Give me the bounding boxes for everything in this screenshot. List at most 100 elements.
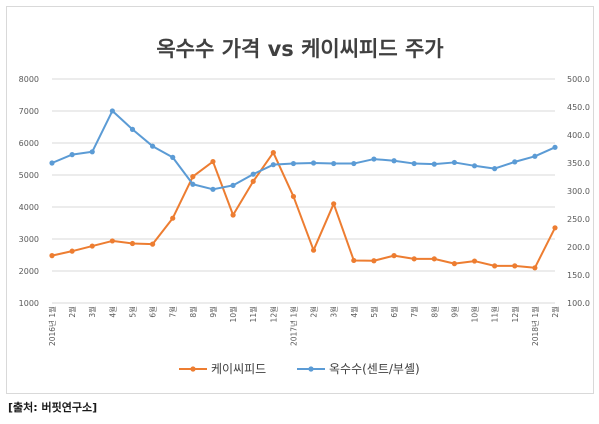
data-point — [532, 153, 538, 159]
x-tick-label: 8월 — [188, 306, 198, 318]
data-point — [492, 263, 498, 269]
data-point — [431, 161, 437, 167]
data-point — [190, 174, 196, 180]
data-point — [512, 263, 518, 269]
data-point — [351, 160, 357, 167]
right-tick-label: 200.0 — [567, 243, 590, 252]
data-point — [150, 143, 156, 149]
x-tick-label: 2017년 1월 — [288, 306, 298, 346]
data-point — [552, 225, 558, 231]
data-point — [411, 160, 417, 167]
data-point — [250, 178, 256, 184]
data-point — [532, 265, 538, 271]
data-point — [69, 248, 75, 254]
chart-svg: 옥수수 가격 vs 케이씨피드 주가 1000 2000 3000 4000 5000 6… — [19, 37, 590, 376]
data-point — [250, 171, 256, 177]
data-point — [210, 158, 216, 165]
legend: 케이씨피드 옥수수(센트/부셸) — [179, 362, 420, 376]
chart-frame: 옥수수 가격 vs 케이씨피드 주가 1000 2000 3000 4000 5000 6… — [6, 6, 594, 394]
x-tick-label: 12월 — [510, 306, 520, 323]
data-point — [109, 238, 115, 244]
x-tick-label: 9월 — [449, 306, 459, 318]
x-tick-label: 11월 — [490, 306, 500, 323]
x-tick-label: 5월 — [369, 306, 379, 318]
left-axis-ticks: 1000 2000 3000 4000 5000 6000 7000 8000 — [19, 75, 39, 308]
left-tick-label: 5000 — [19, 171, 39, 180]
data-point — [310, 247, 317, 253]
data-point — [351, 257, 357, 264]
left-tick-label: 1000 — [19, 299, 39, 308]
left-tick-label: 8000 — [19, 75, 39, 84]
data-point — [170, 215, 176, 221]
data-point — [492, 166, 498, 172]
series-line-0 — [51, 151, 556, 269]
x-tick-label: 3월 — [87, 306, 97, 318]
data-point — [451, 159, 457, 166]
x-tick-label: 2월 — [309, 306, 319, 318]
data-point — [331, 160, 337, 167]
data-point — [431, 256, 437, 262]
data-point — [290, 160, 297, 167]
x-tick-label: 2월 — [550, 306, 560, 318]
data-point — [391, 158, 397, 164]
right-tick-label: 250.0 — [567, 215, 590, 224]
data-point — [391, 253, 397, 259]
right-tick-label: 100.0 — [567, 299, 590, 308]
x-tick-label: 10월 — [228, 306, 238, 323]
source-note: [출처: 버핏연구소] — [8, 401, 98, 414]
data-point — [49, 160, 55, 166]
right-tick-label: 450.0 — [567, 103, 590, 112]
x-tick-label: 4월 — [107, 306, 117, 318]
x-tick-label: 9월 — [208, 306, 218, 318]
data-point — [371, 156, 377, 162]
series-layer — [49, 108, 558, 271]
data-point — [270, 150, 276, 156]
x-tick-label: 10월 — [470, 306, 480, 323]
data-point — [89, 149, 95, 155]
legend-label: 옥수수(센트/부셸) — [329, 362, 420, 376]
x-tick-label: 2018년 1월 — [530, 306, 540, 346]
data-point — [69, 152, 75, 158]
left-tick-label: 2000 — [19, 267, 39, 276]
legend-marker — [308, 366, 314, 372]
data-point — [129, 126, 136, 132]
data-point — [210, 186, 216, 192]
data-point — [109, 108, 115, 114]
legend-label: 케이씨피드 — [211, 362, 266, 376]
x-axis-ticks: 2016년 1월 2월 3월 4월 5월 6월 7월 8월 9월 10월 11월 12월 2017년 1… — [47, 306, 560, 346]
right-axis-ticks: 100.0 150.0 200.0 250.0 300.0 350.0 400.0 450.0… — [567, 75, 590, 308]
x-tick-label: 6월 — [148, 306, 158, 318]
data-point — [89, 243, 95, 249]
x-tick-label: 7월 — [168, 306, 178, 318]
data-point — [471, 163, 478, 169]
data-point — [270, 162, 276, 168]
data-point — [552, 144, 558, 150]
data-point — [230, 212, 236, 218]
right-tick-label: 350.0 — [567, 159, 590, 168]
right-tick-label: 300.0 — [567, 187, 590, 196]
left-tick-label: 6000 — [19, 139, 39, 148]
chart-title: 옥수수 가격 vs 케이씨피드 주가 — [156, 37, 444, 61]
left-tick-label: 4000 — [19, 203, 39, 212]
x-tick-label: 8월 — [429, 306, 439, 318]
right-tick-label: 500.0 — [567, 75, 590, 84]
legend-marker — [190, 366, 196, 372]
x-tick-label: 5월 — [127, 306, 137, 318]
x-tick-label: 2월 — [67, 306, 77, 318]
data-point — [150, 241, 156, 247]
data-point — [49, 253, 55, 259]
x-tick-label: 6월 — [389, 306, 399, 318]
right-tick-label: 150.0 — [567, 271, 590, 280]
data-point — [471, 258, 478, 264]
x-tick-label: 3월 — [329, 306, 339, 318]
data-point — [230, 182, 236, 188]
right-tick-label: 400.0 — [567, 131, 590, 140]
series-line-1 — [51, 109, 556, 191]
data-point — [451, 261, 457, 267]
data-point — [310, 160, 317, 166]
x-tick-label: 7월 — [409, 306, 419, 318]
data-point — [331, 201, 337, 207]
data-point — [512, 159, 518, 165]
data-point — [170, 154, 176, 160]
data-point — [411, 256, 417, 262]
